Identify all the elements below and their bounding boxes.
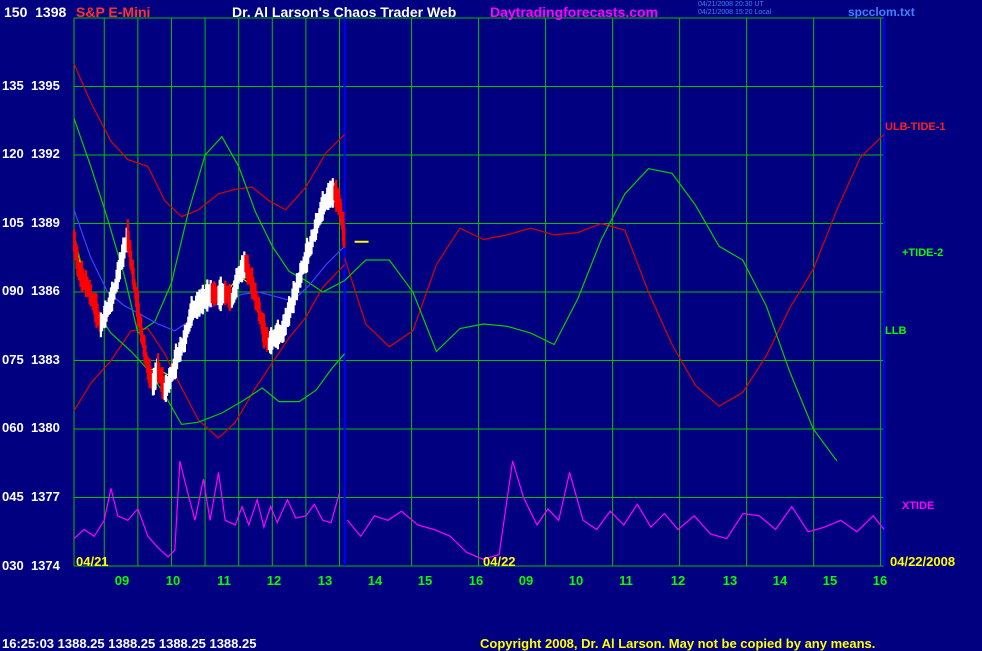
y-label-030: 030 1374 (2, 558, 60, 573)
x-tick-10b: 10 (568, 573, 584, 588)
x-tick-10a: 10 (165, 573, 181, 588)
date-label-right: 04/22/2008 (890, 554, 956, 569)
x-tick-16a: 16 (468, 573, 484, 588)
x-tick-09a: 09 (114, 573, 130, 588)
x-tick-15b: 15 (822, 573, 838, 588)
instrument-title: S&P E-Mini (76, 4, 151, 20)
grid (73, 17, 885, 567)
red-upper-curve (73, 63, 346, 218)
y-label-075: 075 1383 (2, 352, 60, 367)
tide1-label: -TIDE-1 (907, 121, 946, 133)
x-tick-11a: 11 (217, 573, 231, 588)
site-url-link[interactable]: Daytradingforecasts.com (490, 4, 659, 20)
tide2-forecast-curve (344, 168, 838, 462)
xtide-forecast-curve (346, 460, 885, 560)
x-tick-12a: 12 (266, 573, 282, 588)
xtide-curve (73, 460, 341, 558)
llb-label: LLB (885, 325, 907, 337)
timestamp-local: 04/21/2008 15:20 Local (698, 9, 772, 16)
x-tick-12b: 12 (670, 573, 686, 588)
date-label-day1: 04/21 (76, 554, 109, 569)
timestamp-block: 04/21/2008 20:30 UT 04/21/2008 15:20 Loc… (698, 1, 771, 17)
x-tick-14b: 14 (772, 573, 788, 588)
y-label-105: 105 1389 (2, 215, 60, 230)
y-label-135: 135 1395 (2, 78, 60, 93)
timestamp-ut: 04/21/2008 20:30 UT (698, 1, 764, 8)
data-file-name: spcclom.txt (848, 5, 915, 19)
y-left-top-label: 150 1398 (4, 4, 67, 20)
x-tick-15a: 15 (417, 573, 433, 588)
x-tick-13a: 13 (317, 573, 333, 588)
ulb-curve (73, 264, 346, 439)
ulb-label: ULB (885, 121, 908, 133)
x-tick-11b: 11 (619, 573, 633, 588)
y-label-060: 060 1380 (2, 420, 60, 435)
llb-curve (73, 234, 346, 426)
y-label-045: 045 1377 (2, 489, 60, 504)
last-quote: 16:25:03 1388.25 1388.25 1388.25 1388.25 (2, 636, 257, 651)
x-tick-16b: 16 (872, 573, 888, 588)
xtide-label: XTIDE (902, 500, 935, 512)
green-upper-curve (73, 118, 345, 335)
price-bars (72, 178, 346, 402)
x-tick-14a: 14 (367, 573, 383, 588)
tide2-label: +TIDE-2 (902, 247, 944, 259)
x-tick-13b: 13 (722, 573, 738, 588)
y-label-120: 120 1392 (2, 146, 60, 161)
copyright-notice: Copyright 2008, Dr. Al Larson. May not b… (480, 636, 876, 651)
site-title: Dr. Al Larson's Chaos Trader Web (232, 4, 457, 20)
x-tick-09b: 09 (518, 573, 534, 588)
y-label-090: 090 1386 (2, 283, 60, 298)
tide1-forecast-curve (344, 133, 885, 407)
date-label-day2: 04/22 (483, 554, 516, 569)
